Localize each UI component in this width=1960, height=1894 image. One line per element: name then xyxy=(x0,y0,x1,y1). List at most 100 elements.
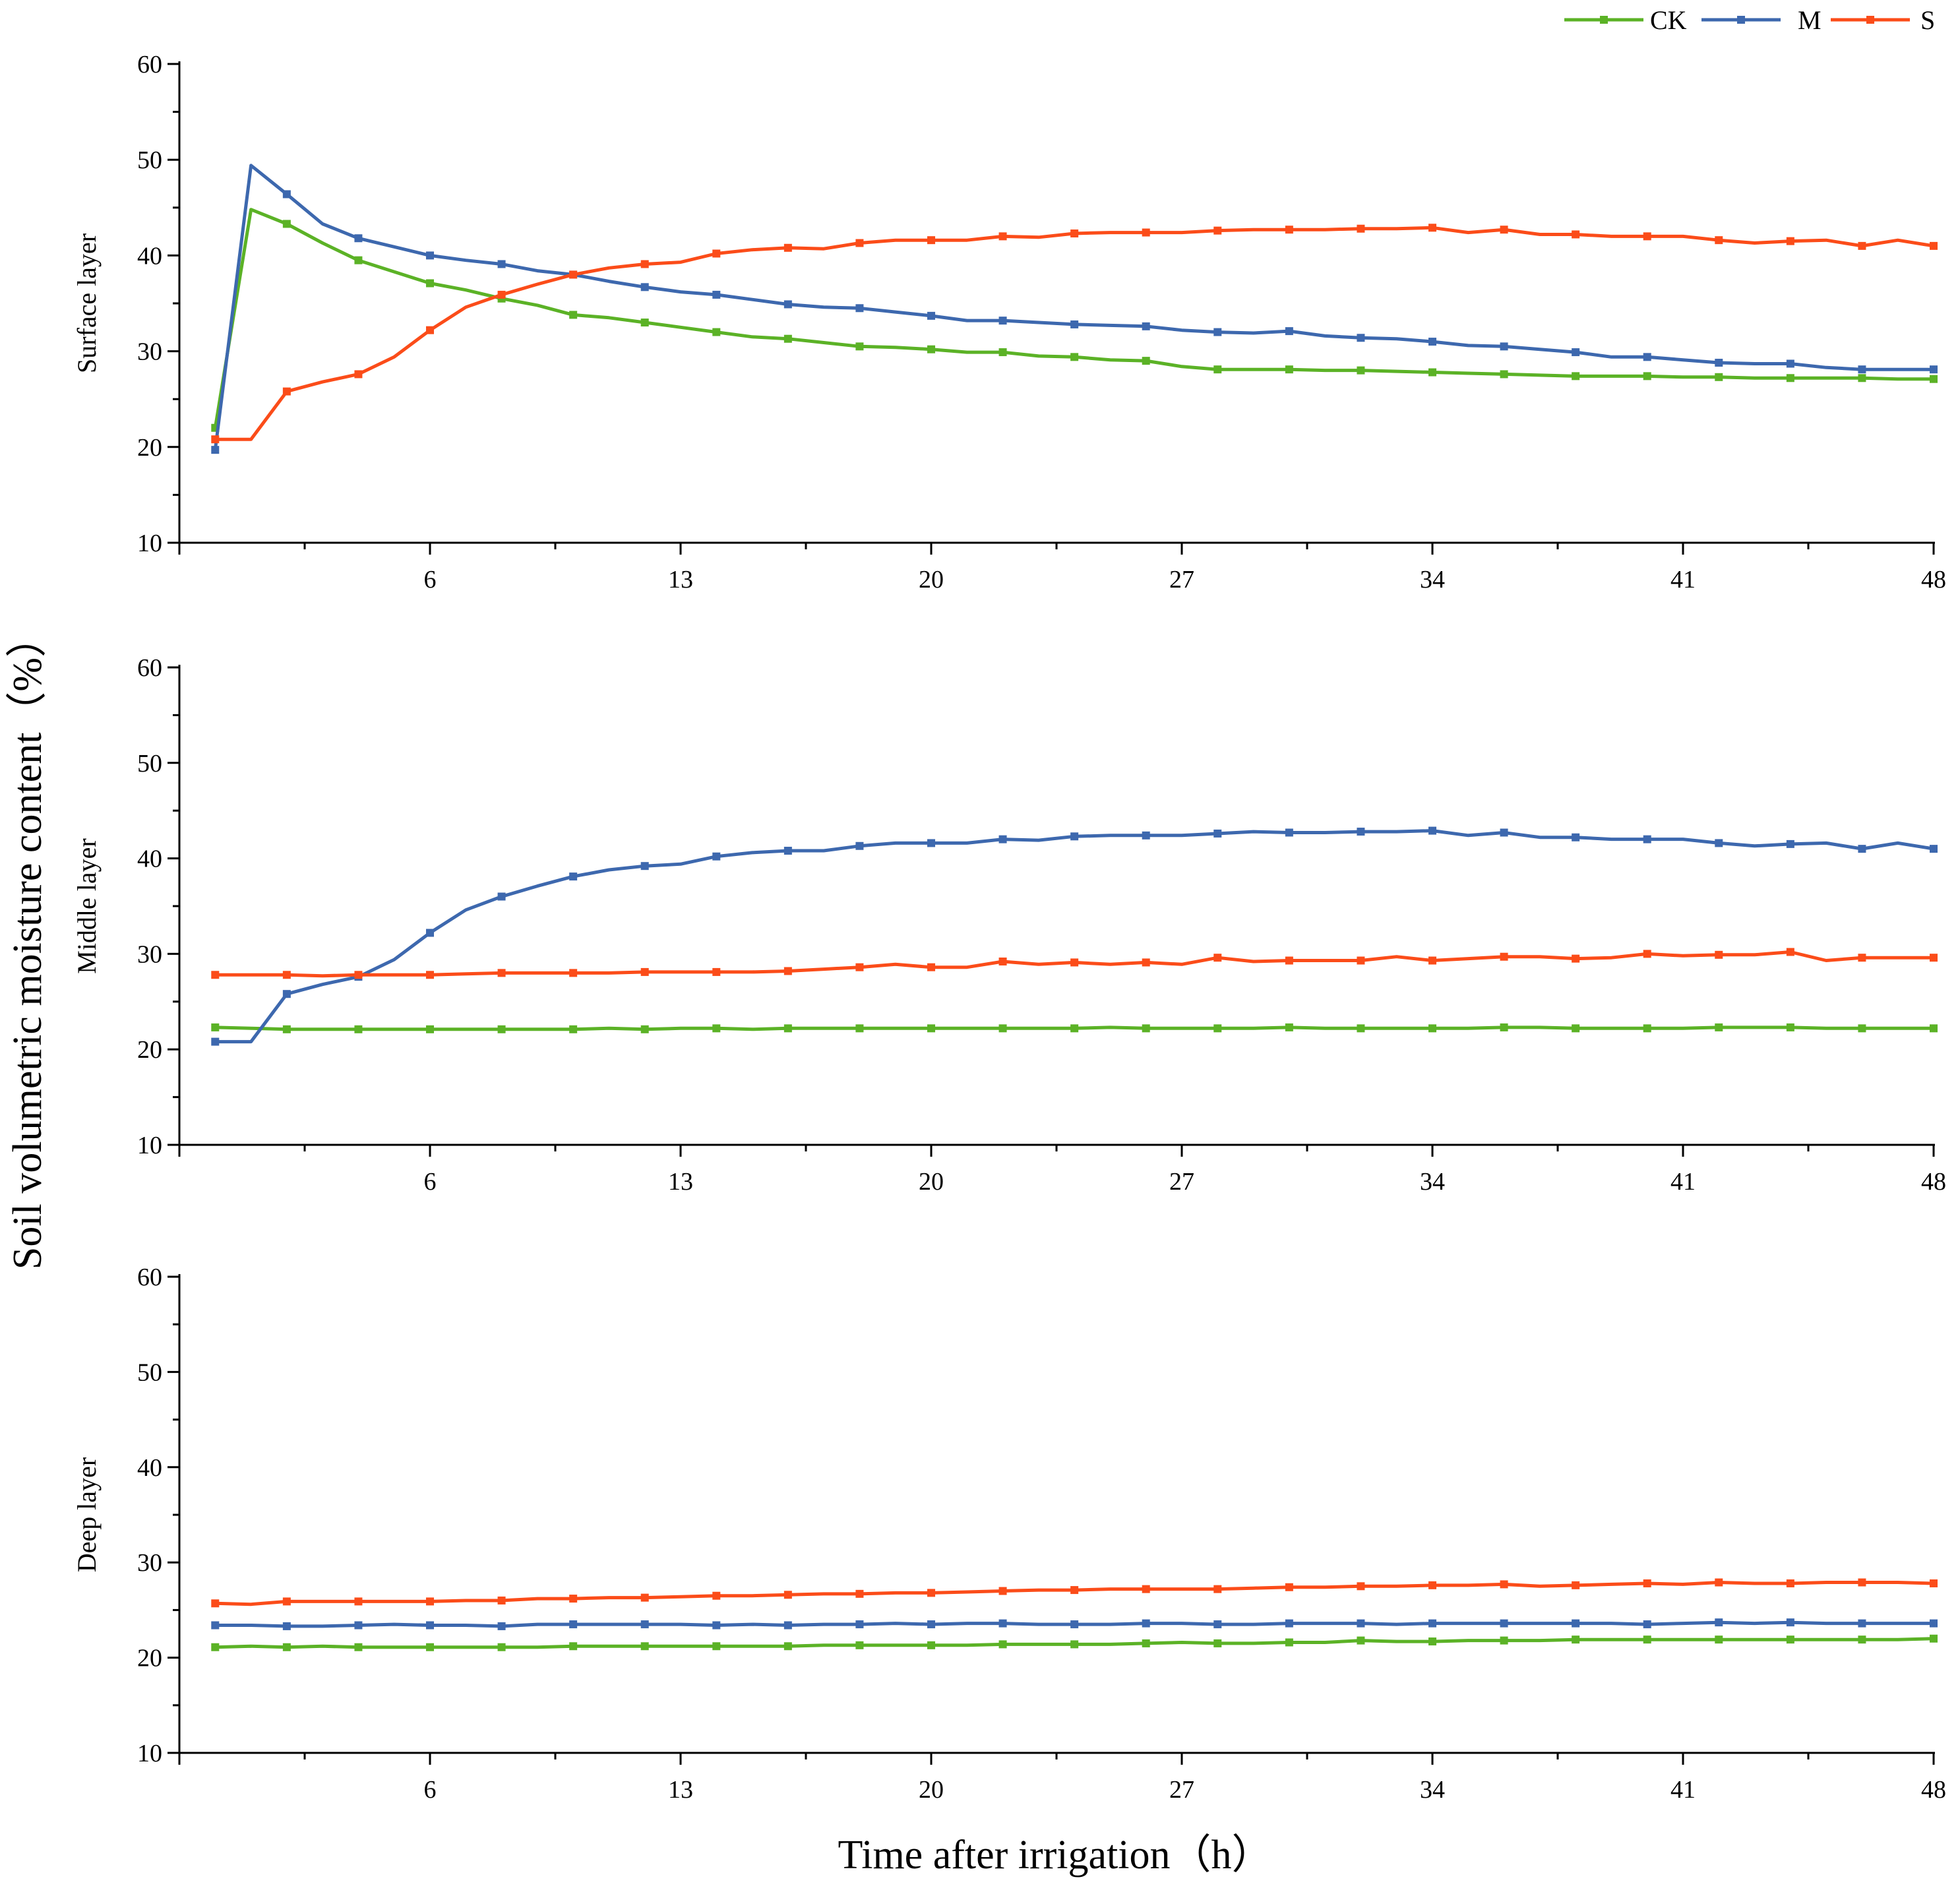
data-point xyxy=(1858,1024,1866,1033)
data-point xyxy=(426,251,434,260)
legend: CK M S xyxy=(1564,5,1935,35)
panel-y-label: Surface layer xyxy=(72,233,102,373)
data-point xyxy=(855,304,864,313)
data-point xyxy=(426,326,434,334)
y-tick-label: 10 xyxy=(137,1740,162,1767)
data-point xyxy=(1500,342,1508,351)
data-point xyxy=(1070,1620,1079,1629)
x-tick-label: 27 xyxy=(1169,566,1194,594)
data-point xyxy=(1643,835,1651,843)
series-S xyxy=(211,224,1938,444)
data-point xyxy=(354,1597,363,1606)
data-point xyxy=(569,1642,578,1651)
data-point xyxy=(282,990,291,998)
y-axis-title: Soil volumetric moisture content（%） xyxy=(5,617,50,1269)
data-point xyxy=(998,1640,1007,1649)
x-tick-label: 27 xyxy=(1169,1168,1194,1196)
data-point xyxy=(1500,1636,1508,1645)
x-tick-label: 34 xyxy=(1420,566,1445,594)
data-point xyxy=(1930,954,1938,962)
data-point xyxy=(712,967,721,976)
data-point xyxy=(998,348,1007,357)
data-point xyxy=(1858,365,1866,374)
panel-y-label: Middle layer xyxy=(72,838,102,974)
y-tick-label: 30 xyxy=(137,338,162,366)
data-point xyxy=(1428,338,1436,346)
x-tick-label: 13 xyxy=(668,1168,693,1196)
x-tick-label: 20 xyxy=(919,566,944,594)
data-point xyxy=(998,317,1007,325)
data-point xyxy=(712,1621,721,1630)
legend-marker xyxy=(1737,16,1745,24)
legend-item-M: M xyxy=(1701,5,1822,35)
data-point xyxy=(282,1622,291,1630)
data-point xyxy=(1357,1636,1365,1645)
data-point xyxy=(1213,1024,1222,1033)
x-tick-label: 20 xyxy=(919,1168,944,1196)
data-point xyxy=(783,967,792,975)
data-point xyxy=(1858,1635,1866,1644)
data-point xyxy=(1858,1578,1866,1587)
data-point xyxy=(1500,952,1508,961)
legend-item-S: S xyxy=(1831,5,1935,35)
data-point xyxy=(1643,1024,1651,1033)
data-point xyxy=(211,1599,220,1608)
data-point xyxy=(211,435,220,444)
data-point xyxy=(640,1642,649,1651)
data-point xyxy=(1357,224,1365,233)
data-point xyxy=(1142,1024,1150,1033)
data-point xyxy=(1213,1639,1222,1647)
data-point xyxy=(998,957,1007,965)
data-point xyxy=(282,1643,291,1651)
data-point xyxy=(1213,1585,1222,1593)
data-point xyxy=(1643,950,1651,958)
data-point xyxy=(855,1589,864,1598)
data-point xyxy=(1500,1619,1508,1628)
data-point xyxy=(211,446,220,454)
data-point xyxy=(1142,958,1150,967)
data-point xyxy=(1213,954,1222,962)
data-point xyxy=(998,232,1007,241)
data-point xyxy=(1213,829,1222,838)
data-point xyxy=(998,1587,1007,1595)
data-point xyxy=(1930,1619,1938,1628)
data-point xyxy=(1285,226,1293,234)
data-point xyxy=(712,1642,721,1651)
data-point xyxy=(211,1037,220,1046)
data-point xyxy=(1715,359,1723,367)
data-point xyxy=(1500,828,1508,837)
data-point xyxy=(497,1643,506,1651)
data-point xyxy=(282,1025,291,1033)
y-tick-label: 30 xyxy=(137,1549,162,1577)
data-point xyxy=(1930,1024,1938,1033)
data-point xyxy=(1643,1620,1651,1629)
data-point xyxy=(426,1025,434,1033)
data-point xyxy=(1070,1024,1079,1033)
data-point xyxy=(927,1620,935,1629)
data-point xyxy=(497,1596,506,1604)
data-point xyxy=(927,345,935,353)
data-point xyxy=(1285,327,1293,336)
data-point xyxy=(783,243,792,252)
legend-label: M xyxy=(1798,5,1822,35)
data-point xyxy=(1572,372,1580,381)
data-point xyxy=(640,283,649,291)
data-point xyxy=(1930,365,1938,374)
data-point xyxy=(1070,832,1079,841)
data-point xyxy=(1285,365,1293,374)
data-point xyxy=(1428,1619,1436,1628)
data-point xyxy=(855,342,864,351)
data-point xyxy=(1428,368,1436,377)
series-M xyxy=(211,826,1938,1046)
data-point xyxy=(282,387,291,396)
data-point xyxy=(1285,1619,1293,1628)
data-point xyxy=(1715,373,1723,381)
data-point xyxy=(354,234,363,243)
data-point xyxy=(497,260,506,268)
data-point xyxy=(640,862,649,871)
data-point xyxy=(1500,1580,1508,1589)
data-point xyxy=(1357,1582,1365,1591)
data-point xyxy=(354,256,363,264)
x-tick-label: 6 xyxy=(424,566,437,594)
data-point xyxy=(1428,1581,1436,1589)
